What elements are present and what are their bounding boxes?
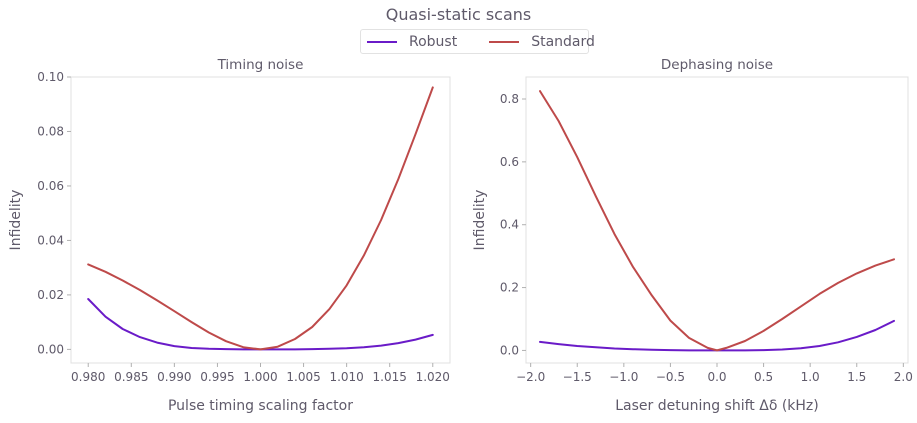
dephasing-y-tick-label: 0.6 xyxy=(500,155,519,169)
timing-x-axis-label: Pulse timing scaling factor xyxy=(168,398,353,414)
legend-label-robust: Robust xyxy=(409,33,458,50)
timing-y-tick-label: 0.10 xyxy=(37,70,64,84)
timing-y-tick-label: 0.08 xyxy=(37,124,64,138)
timing-x-tick-label: 1.010 xyxy=(329,370,363,384)
legend-label-standard: Standard xyxy=(531,33,595,50)
timing-x-tick-label: 1.000 xyxy=(243,370,277,384)
dephasing-plot-frame xyxy=(525,76,909,364)
dephasing-x-tick-label: −1.5 xyxy=(563,370,592,384)
dephasing-x-tick-label: 2.0 xyxy=(894,370,913,384)
dephasing-x-tick-label: −1.0 xyxy=(609,370,638,384)
timing-x-tick-label: 1.005 xyxy=(286,370,320,384)
timing-y-axis-label: Infidelity xyxy=(8,190,24,251)
dephasing-y-tick-label: 0.2 xyxy=(500,281,519,295)
dephasing-y-tick-label: 0.0 xyxy=(500,343,519,357)
timing-x-tick-label: 0.980 xyxy=(71,370,105,384)
timing-y-tick-label: 0.06 xyxy=(37,179,64,193)
timing-y-tick-label: 0.04 xyxy=(37,233,64,247)
dephasing-x-tick-label: 0.5 xyxy=(754,370,773,384)
dephasing-chart-title: Dephasing noise xyxy=(661,57,773,73)
legend-item-standard: Standard xyxy=(489,34,595,50)
dephasing-y-axis-label: Infidelity xyxy=(472,190,488,251)
legend-line-robust xyxy=(367,40,397,43)
dephasing-series-robust xyxy=(539,319,895,352)
dephasing-x-tick-label: 1.0 xyxy=(801,370,820,384)
timing-x-tick-label: 1.020 xyxy=(416,370,450,384)
dephasing-y-tick-label: 0.4 xyxy=(500,218,519,232)
legend-item-robust: Robust xyxy=(367,34,457,50)
dephasing-x-tick-label: −0.5 xyxy=(656,370,685,384)
timing-y-tick-label: 0.02 xyxy=(37,288,64,302)
timing-x-tick-label: 1.015 xyxy=(373,370,407,384)
figure-title: Quasi-static scans xyxy=(385,5,532,24)
dephasing-x-tick-label: −2.0 xyxy=(516,370,545,384)
timing-chart-title: Timing noise xyxy=(217,57,304,73)
dephasing-x-axis-label: Laser detuning shift Δδ (kHz) xyxy=(615,398,819,414)
timing-x-tick-label: 0.985 xyxy=(114,370,148,384)
legend: Robust Standard xyxy=(360,29,595,54)
timing-x-tick-label: 0.995 xyxy=(200,370,234,384)
dephasing-y-tick-label: 0.8 xyxy=(500,92,519,106)
timing-y-tick-label: 0.00 xyxy=(37,342,64,356)
legend-line-standard xyxy=(489,40,520,43)
dephasing-x-tick-label: 0.0 xyxy=(707,370,726,384)
dephasing-series-standard xyxy=(539,90,895,352)
timing-series-standard xyxy=(87,86,434,351)
timing-x-tick-label: 0.990 xyxy=(157,370,191,384)
dephasing-x-tick-label: 1.5 xyxy=(847,370,866,384)
